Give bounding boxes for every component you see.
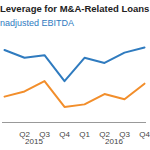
html-text:nadjusted EBITDA: nadjusted EBITDA: [0, 18, 74, 28]
svg-text:Q3: Q3: [39, 130, 50, 140]
svg-text:Q2: Q2: [99, 130, 110, 140]
svg-text:Q1: Q1: [79, 130, 90, 139]
svg-text:Q3: Q3: [119, 130, 130, 140]
html-text:Leverage for M&A-Related Loans: Leverage for M&A-Related Loans: [0, 3, 150, 14]
svg-text:Q4: Q4: [59, 130, 70, 139]
svg-text:2016: 2016: [105, 137, 123, 146]
svg-text:Q4: Q4: [139, 130, 150, 139]
svg-text:2015: 2015: [25, 137, 43, 146]
svg-text:Q2: Q2: [19, 130, 30, 140]
